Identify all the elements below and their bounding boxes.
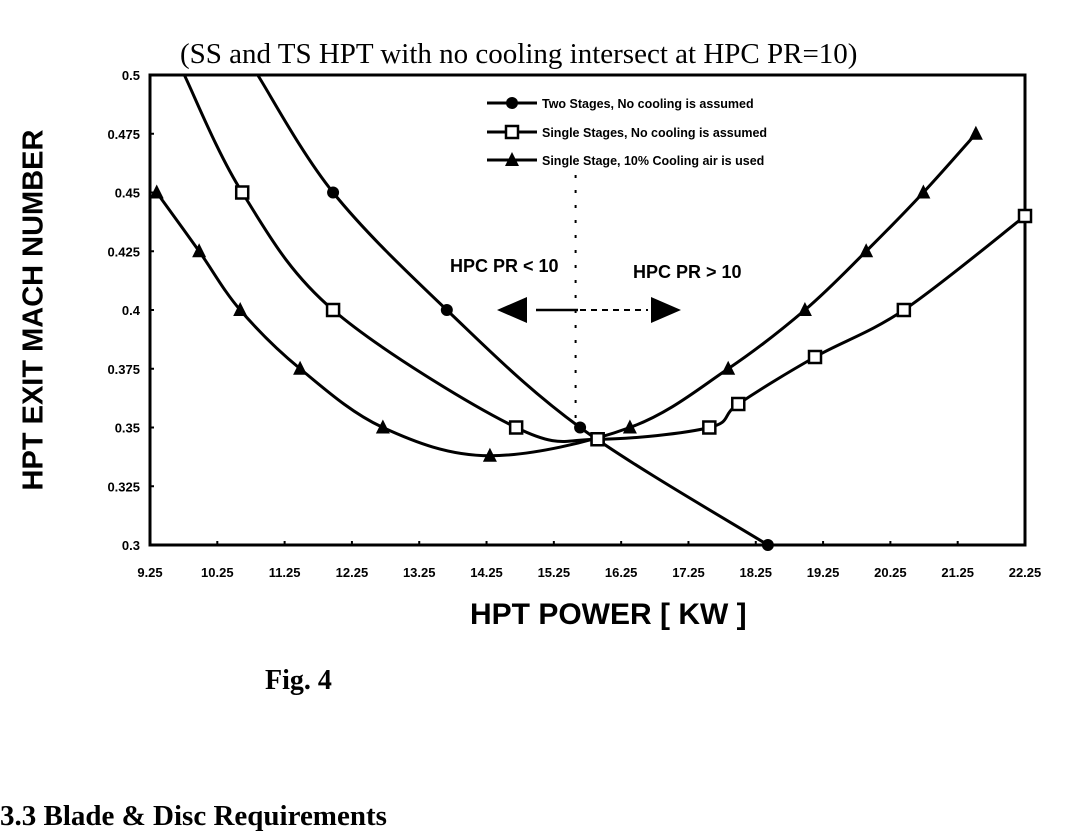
y-tick-label: 0.425 bbox=[107, 244, 140, 259]
filled-triangle-marker bbox=[375, 419, 390, 434]
filled-triangle-marker bbox=[482, 447, 497, 462]
open-square-marker bbox=[731, 396, 746, 412]
y-tick-label: 0.3 bbox=[122, 538, 140, 553]
open-square-marker bbox=[702, 420, 717, 435]
annotation-hpc-pr-gt-10: HPC PR > 10 bbox=[633, 262, 742, 282]
x-tick-label: 19.25 bbox=[807, 565, 840, 580]
filled-circle-marker bbox=[440, 304, 453, 316]
legend-entry-1: Two Stages, No cooling is assumed bbox=[542, 97, 754, 111]
filled-triangle-marker bbox=[622, 419, 637, 434]
filled-circle-marker bbox=[761, 539, 774, 551]
y-axis-label: HPT EXIT MACH NUMBER bbox=[17, 129, 50, 491]
y-tick-label: 0.4 bbox=[122, 303, 141, 318]
x-tick-label: 20.25 bbox=[874, 565, 907, 580]
intersection-marker bbox=[590, 432, 605, 447]
y-tick-label: 0.5 bbox=[122, 68, 140, 83]
figure-caption: Fig. 4 bbox=[265, 665, 332, 696]
x-tick-label: 13.25 bbox=[403, 565, 436, 580]
x-tick-label: 12.25 bbox=[336, 565, 369, 580]
filled-triangle-marker bbox=[293, 360, 308, 375]
series-line-1 bbox=[256, 74, 769, 547]
legend-filled-triangle-icon bbox=[505, 152, 519, 166]
series-line-3 bbox=[155, 132, 977, 458]
y-tick-label: 0.45 bbox=[115, 186, 140, 201]
x-tick-label: 16.25 bbox=[605, 565, 638, 580]
x-tick-label: 21.25 bbox=[941, 565, 974, 580]
filled-triangle-marker bbox=[968, 125, 983, 140]
x-tick-label: 14.25 bbox=[470, 565, 503, 580]
filled-triangle-marker bbox=[797, 302, 812, 316]
left-arrow-icon bbox=[497, 297, 527, 323]
open-square-marker bbox=[896, 302, 912, 318]
y-tick-label: 0.475 bbox=[107, 127, 140, 142]
x-axis-label: HPT POWER [ KW ] bbox=[470, 598, 747, 631]
legend-filled-circle-icon bbox=[506, 97, 518, 109]
legend-entry-3: Single Stage, 10% Cooling air is used bbox=[542, 154, 764, 168]
filled-triangle-marker bbox=[916, 184, 931, 199]
open-square-marker bbox=[508, 420, 524, 435]
x-tick-label: 11.25 bbox=[269, 565, 301, 580]
x-tick-label: 18.25 bbox=[739, 565, 772, 580]
x-tick-label: 15.25 bbox=[538, 565, 571, 580]
open-square-marker bbox=[807, 349, 823, 365]
filled-circle-marker bbox=[574, 421, 587, 434]
right-arrow-icon bbox=[651, 297, 681, 323]
filled-circle-marker bbox=[327, 186, 340, 199]
open-square-marker bbox=[325, 302, 341, 318]
filled-triangle-marker bbox=[149, 184, 164, 199]
legend-open-square-icon bbox=[504, 124, 520, 140]
y-tick-label: 0.375 bbox=[107, 362, 140, 377]
annotation-hpc-pr-lt-10: HPC PR < 10 bbox=[450, 256, 559, 276]
legend-entry-2: Single Stages, No cooling is assumed bbox=[542, 126, 767, 140]
x-tick-label: 10.25 bbox=[201, 565, 234, 580]
x-tick-label: 22.25 bbox=[1009, 565, 1042, 580]
chart-title: (SS and TS HPT with no cooling intersect… bbox=[180, 38, 858, 70]
filled-triangle-marker bbox=[721, 360, 736, 375]
plot-frame bbox=[148, 73, 1027, 547]
x-tick-label: 17.25 bbox=[672, 565, 705, 580]
y-tick-label: 0.35 bbox=[115, 421, 140, 436]
y-tick-label: 0.325 bbox=[107, 479, 140, 494]
open-square-marker bbox=[1017, 208, 1033, 224]
series-line-2 bbox=[182, 74, 1026, 443]
filled-triangle-marker bbox=[859, 243, 874, 258]
filled-triangle-marker bbox=[233, 302, 248, 316]
x-tick-label: 9.25 bbox=[137, 565, 162, 580]
filled-triangle-marker bbox=[192, 243, 207, 258]
section-heading: 3.3 Blade & Disc Requirements bbox=[0, 800, 387, 832]
open-square-marker bbox=[234, 185, 250, 200]
